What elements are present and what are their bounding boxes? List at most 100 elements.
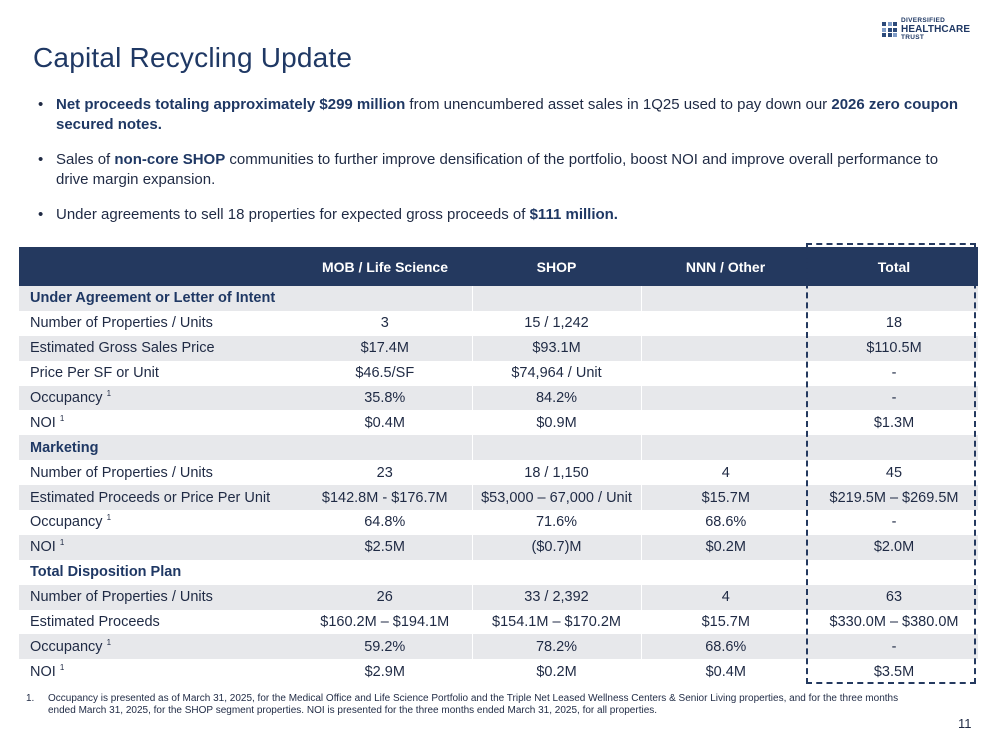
table-cell: $74,964 / Unit (471, 360, 642, 386)
column-header: Total (810, 247, 978, 286)
table-cell: 18 / 1,150 (471, 460, 642, 486)
table-cell: $93.1M (471, 335, 642, 361)
table-cell (298, 560, 472, 585)
table-cell: $2.0M (810, 534, 978, 560)
bullet-item: Net proceeds totaling approximately $299… (38, 95, 968, 134)
table-row: Estimated Proceeds $160.2M – $194.1M $154.… (19, 609, 978, 635)
table-cell: $0.2M (471, 659, 642, 685)
table-cell: - (810, 634, 978, 660)
table-cell: $219.5M – $269.5M (810, 485, 978, 511)
table-cell (810, 560, 978, 585)
table-cell (641, 286, 810, 311)
table-row: Price Per SF or Unit $46.5/SF $74,964 / Un… (19, 360, 978, 386)
table-row: NOI 1 $2.9M $0.2M $0.4M $3.5M (19, 659, 978, 685)
table-cell: - (891, 365, 897, 382)
bullet-text: Sales of (56, 151, 115, 168)
footnote-marker: 1 (106, 513, 112, 523)
table-cell: $46.5/SF (355, 365, 415, 382)
disposition-table-container: MOB / Life Science SHOP NNN / Other Tota… (19, 247, 978, 685)
bullet-bold-text: Net proceeds totaling approximately $299… (56, 96, 406, 113)
logo-line-3: TRUST (901, 33, 925, 41)
bullet-text: communities to further improve densifica… (56, 151, 939, 188)
row-label: Price Per SF or Unit (19, 361, 298, 386)
row-label-text: Number of Properties / Units (30, 589, 213, 606)
table-cell: 23 (376, 464, 393, 481)
table-row: Occupancy 1 35.8% 84.2% - (19, 385, 978, 411)
dht-grid-logo-icon (882, 22, 897, 37)
page-title: Capital Recycling Update (33, 42, 353, 73)
table-row: Occupancy 1 59.2% 78.2% 68.6% - (19, 634, 978, 660)
table-cell (641, 385, 810, 411)
table-cell: $2.9M (364, 663, 405, 680)
table-cell (641, 335, 810, 361)
table-cell: $160.2M – $194.1M (320, 614, 450, 631)
row-label-text: Number of Properties / Units (30, 464, 213, 481)
row-label: Estimated Proceeds or Price Per Unit (19, 485, 298, 511)
bullet-bold-text: $111 million. (529, 206, 618, 223)
logo-line-1: DIVERSIFIED (901, 17, 946, 24)
footnote: 1. Occupancy is presented as of March 31… (26, 693, 926, 717)
footnote-text: Occupancy is presented as of March 31, 2… (48, 693, 899, 716)
table-cell: 71.6% (471, 510, 642, 535)
table-cell: - (810, 385, 978, 411)
footnote-marker: 1 (106, 389, 112, 399)
footnote-marker: 1 (59, 414, 65, 424)
table-cell: 84.2% (471, 385, 642, 411)
table-row: Number of Properties / Units 26 33 / 2,392… (19, 584, 978, 610)
row-label-text: Occupancy (30, 514, 107, 531)
table-cell: 64.8% (364, 514, 406, 531)
table-cell: $1.3M (873, 414, 915, 431)
row-label-text: Number of Properties / Units (30, 315, 213, 332)
row-label: Number of Properties / Units (19, 460, 298, 485)
table-cell (810, 435, 978, 461)
row-label: NOI 1 (19, 534, 298, 560)
table-row: Estimated Gross Sales Price $17.4M $93.1M $… (19, 335, 978, 361)
table-cell: 78.2% (471, 634, 642, 660)
row-label-text: Occupancy (30, 390, 107, 406)
row-label: Estimated Proceeds (19, 610, 298, 635)
bullet-text: from unencumbered asset sales in 1Q25 us… (405, 96, 832, 113)
row-label: Occupancy 1 (19, 510, 298, 535)
table-cell: 33 / 2,392 (471, 584, 642, 610)
table-cell (471, 559, 642, 585)
table-cell: $142.8M - $176.7M (298, 485, 472, 511)
bullet-item: Sales of non-core SHOP communities to fu… (38, 150, 968, 189)
table-section-row: Total Disposition Plan (19, 559, 978, 585)
table-row: Estimated Proceeds or Price Per Unit $142… (19, 485, 978, 511)
table-cell (298, 286, 472, 311)
table-cell (471, 435, 642, 461)
table-cell: 63 (810, 584, 978, 610)
table-cell (641, 435, 810, 461)
logo-wordmark: DIVERSIFIED HEALTHCARE TRUST (901, 17, 970, 41)
bullet-item: Under agreements to sell 18 properties f… (38, 205, 968, 225)
table-cell: $0.2M (641, 534, 810, 560)
table-cell: 15 / 1,242 (471, 310, 642, 336)
table-cell (298, 435, 472, 461)
table-cell (810, 286, 978, 311)
row-label-text: Price Per SF or Unit (30, 365, 159, 382)
bullet-list: Net proceeds totaling approximately $299… (38, 95, 968, 225)
bullet-bold-text: non-core SHOP (114, 151, 226, 168)
table-cell: $15.7M (641, 485, 810, 511)
table-row: NOI 1 $0.4M $0.9M $1.3M (19, 410, 978, 436)
table-cell: $0.9M (471, 410, 642, 436)
table-row: Number of Properties / Units 23 18 / 1,150… (19, 460, 978, 486)
footnote-marker: 1 (106, 638, 112, 648)
row-label-text: Estimated Proceeds (30, 614, 160, 631)
table-cell: 68.6% (641, 634, 810, 660)
table-cell: 35.8% (298, 385, 472, 411)
table-cell: $2.5M (298, 534, 472, 560)
column-header: SHOP (472, 247, 641, 286)
table-row: Number of Properties / Units 3 15 / 1,242 1… (19, 310, 978, 336)
column-header: MOB / Life Science (298, 247, 472, 286)
row-label: Number of Properties / Units (19, 311, 298, 336)
table-cell: $0.4M (705, 663, 746, 680)
row-label: Occupancy 1 (19, 385, 298, 411)
table-cell: 3 (380, 315, 389, 332)
company-logo: DIVERSIFIED HEALTHCARE TRUST (882, 17, 970, 41)
table-cell: 4 (721, 464, 730, 481)
table-header-row: MOB / Life Science SHOP NNN / Other Tota… (19, 247, 978, 286)
table-row: NOI 1 $2.5M ($0.7)M $0.2M $2.0M (19, 534, 978, 560)
table-cell: $15.7M (701, 614, 750, 631)
table-cell: ($0.7)M (471, 534, 642, 560)
